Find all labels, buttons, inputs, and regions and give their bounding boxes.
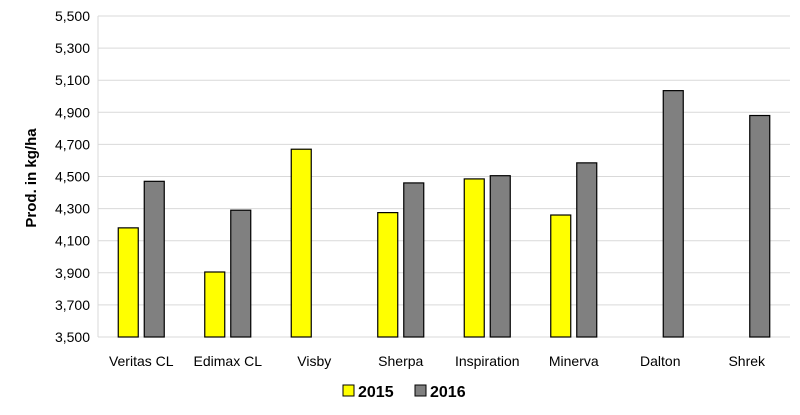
x-tick-label: Veritas CL xyxy=(109,353,174,369)
x-tick-label: Shrek xyxy=(728,353,766,369)
legend-swatch xyxy=(342,384,355,397)
y-tick-label: 3,700 xyxy=(55,297,90,313)
x-axis-tick-labels: Veritas CL Edimax CL Visby Sherpa Inspiratio… xyxy=(109,353,766,369)
y-tick-label: 5,500 xyxy=(55,8,90,24)
y-tick-label: 3,500 xyxy=(55,329,90,345)
y-tick-label: 4,500 xyxy=(55,169,90,185)
y-tick-label: 4,700 xyxy=(55,136,90,152)
legend-label: 2016 xyxy=(430,384,466,401)
legend-swatch xyxy=(414,384,427,397)
bar-2016 xyxy=(576,162,598,338)
x-tick-label: Inspiration xyxy=(455,353,520,369)
y-tick-label: 5,100 xyxy=(55,72,90,88)
x-tick-label: Visby xyxy=(297,353,331,369)
bar-2016 xyxy=(403,182,425,338)
bar-2016 xyxy=(230,209,252,338)
y-tick-label: 4,100 xyxy=(55,233,90,249)
y-axis-label: Prod. in kg/ha xyxy=(23,128,40,228)
y-axis-tick-labels: 3,500 3,700 3,900 4,100 4,300 4,500 4,700 4,900… xyxy=(55,8,90,345)
bar-2015 xyxy=(463,178,485,338)
bar-2015 xyxy=(117,227,139,338)
bar-2015 xyxy=(290,148,312,338)
x-tick-label: Minerva xyxy=(549,353,599,369)
y-tick-label: 5,300 xyxy=(55,40,90,56)
bar-2015 xyxy=(377,212,399,338)
legend-label: 2015 xyxy=(358,384,394,401)
legend: 2015 2016 xyxy=(342,384,466,401)
x-tick-label: Edimax CL xyxy=(194,353,263,369)
y-tick-label: 3,900 xyxy=(55,265,90,281)
x-tick-label: Dalton xyxy=(640,353,680,369)
y-tick-label: 4,300 xyxy=(55,201,90,217)
bars xyxy=(117,90,771,338)
x-tick-label: Sherpa xyxy=(378,353,423,369)
bar-2016 xyxy=(143,180,165,338)
bar-2015 xyxy=(204,271,226,338)
y-tick-label: 4,900 xyxy=(55,104,90,120)
bar-2015 xyxy=(550,214,572,338)
bar-2016 xyxy=(749,114,771,338)
bar-2016 xyxy=(489,175,511,338)
gridlines xyxy=(97,15,790,338)
bar-2016 xyxy=(662,90,684,338)
